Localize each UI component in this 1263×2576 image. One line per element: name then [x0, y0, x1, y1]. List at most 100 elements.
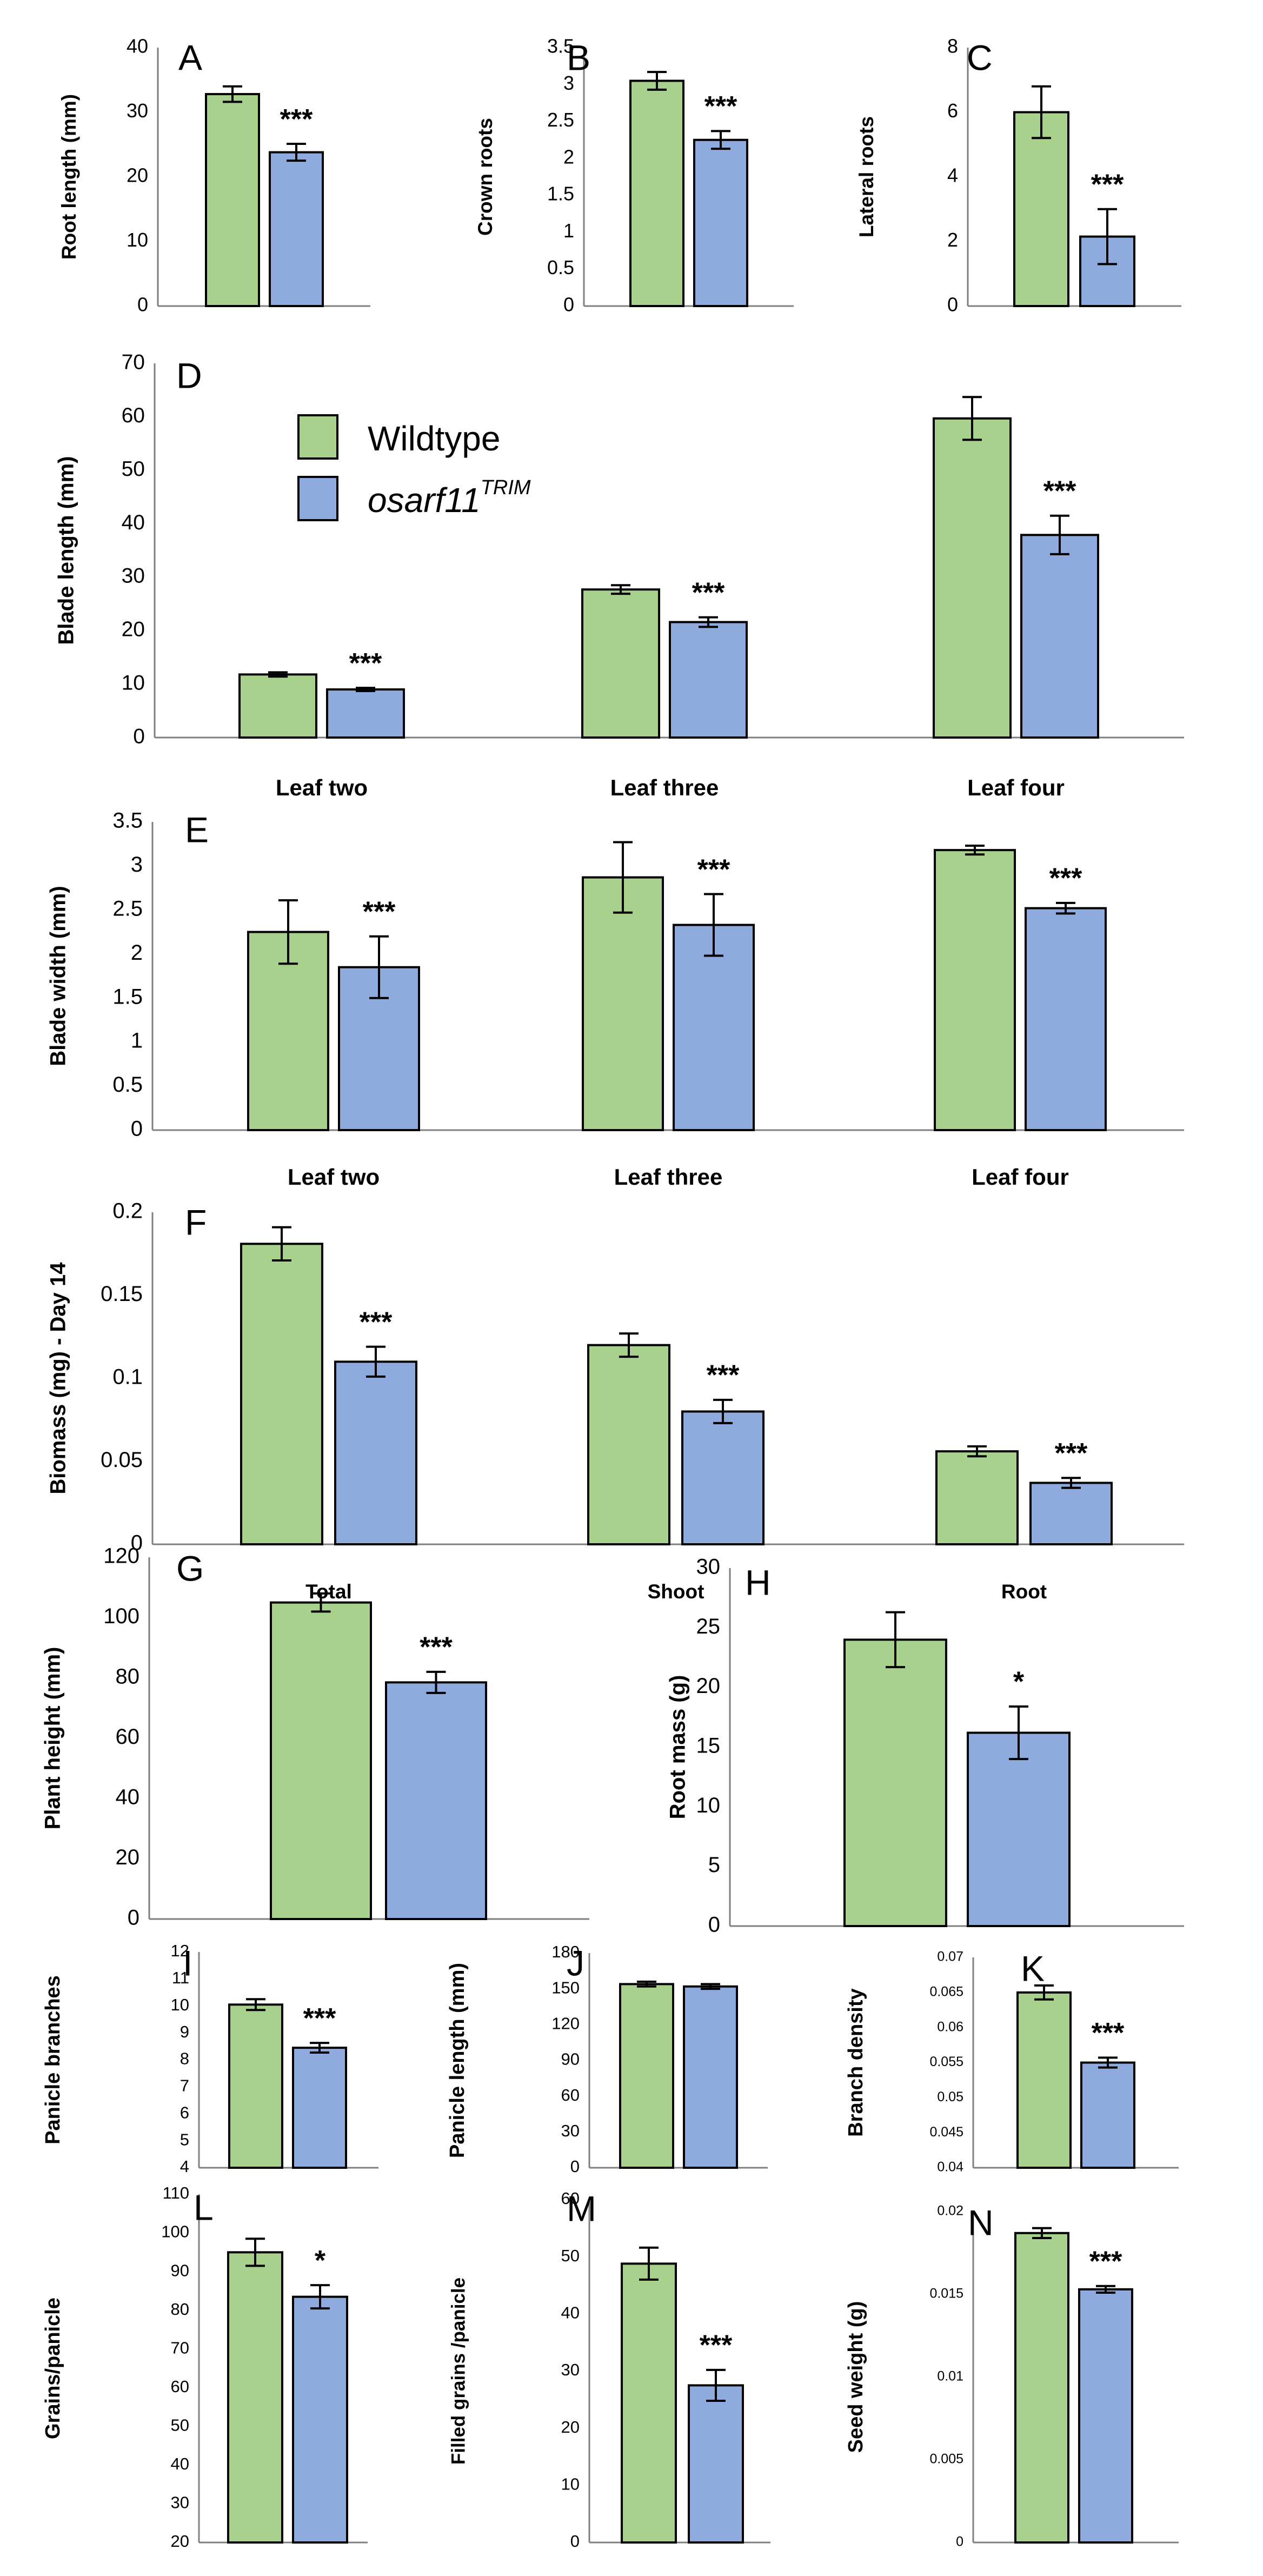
y-tick-label: 60 — [116, 1725, 140, 1749]
y-axis-label: Lateral roots — [855, 116, 878, 237]
y-tick-label: 1.5 — [547, 183, 574, 205]
bar-mutant — [669, 621, 748, 739]
y-tick-label: 50 — [561, 2246, 580, 2265]
y-tick-label: 0.05 — [101, 1448, 143, 1472]
bar-wildtype — [1014, 2232, 1069, 2544]
y-tick-label: 6 — [947, 99, 958, 122]
significance-marker: *** — [1043, 475, 1076, 507]
y-tick-label: 50 — [122, 457, 145, 481]
category-label: Leaf four — [972, 1164, 1069, 1190]
y-tick-label: 90 — [171, 2261, 189, 2280]
bar-mutant — [688, 2384, 744, 2544]
y-tick-label: 30 — [561, 2360, 580, 2379]
bar-wildtype — [933, 417, 1012, 739]
y-tick-label: 0.1 — [112, 1365, 143, 1389]
bar-wildtype — [247, 931, 329, 1131]
panel-label: E — [185, 809, 209, 849]
y-axis-label: Panicle branches — [42, 1975, 64, 2145]
bar-wildtype — [205, 93, 260, 307]
panel-k: 0.04 0.045 0.05 0.055 0.06 0.065 0.07 Branch de… — [845, 1948, 1179, 2175]
y-tick-label: 0 — [570, 2157, 580, 2176]
bar-wildtype — [1013, 111, 1069, 307]
panel-label: B — [567, 37, 590, 77]
y-tick-label: 60 — [122, 404, 145, 427]
panel-label: I — [183, 1943, 192, 1983]
y-tick-label: 20 — [122, 618, 145, 641]
panel-label: C — [967, 37, 993, 77]
y-tick-label: 0 — [131, 1117, 143, 1141]
panel-label: F — [185, 1202, 207, 1242]
y-tick-label: 120 — [551, 2014, 580, 2033]
y-axis-label: Root mass (g) — [666, 1675, 690, 1820]
significance-marker: *** — [363, 896, 396, 927]
category-label: Total — [305, 1581, 352, 1603]
y-tick-label: 40 — [127, 35, 148, 57]
y-tick-label: 6 — [180, 2103, 189, 2122]
y-tick-label: 20 — [171, 2532, 189, 2551]
y-tick-label: 15 — [696, 1734, 721, 1758]
y-tick-label: 40 — [561, 2303, 580, 2322]
bar-mutant — [334, 1360, 417, 1546]
panel-label: K — [1021, 1948, 1045, 1988]
y-tick-label: 0.06 — [937, 2019, 963, 2034]
y-tick-label: 0 — [563, 294, 574, 316]
y-tick-label: 25 — [696, 1615, 721, 1638]
y-axis-label: Grains/panicle — [42, 2298, 64, 2439]
y-tick-label: 40 — [171, 2454, 189, 2473]
panel-a: 0 10 20 30 40 Root length (mm) A *** — [58, 35, 370, 316]
bar-mutant — [292, 2295, 348, 2544]
y-axis-label: Crown roots — [474, 118, 496, 236]
significance-marker: *** — [1049, 863, 1082, 894]
panel-e: 0 0.5 1 1.5 2 2.5 3 3.5 Blade width (mm) E *** Leaf… — [46, 809, 1184, 1190]
y-tick-label: 0.01 — [937, 2369, 963, 2384]
panel-label: N — [968, 2202, 994, 2242]
bar-wildtype — [582, 876, 664, 1131]
y-tick-label: 60 — [561, 2086, 580, 2104]
bar-wildtype — [227, 2251, 283, 2544]
legend-label-text: Wildtype — [368, 419, 500, 458]
bar-wildtype — [1016, 1991, 1072, 2169]
y-tick-label: 30 — [171, 2493, 189, 2512]
y-tick-label: 4 — [180, 2157, 189, 2176]
y-tick-label: 20 — [696, 1674, 721, 1698]
y-tick-label: 0.02 — [937, 2203, 963, 2219]
panel-b: 0 0.5 1 1.5 2 2.5 3 3.5 Crown roots B *** — [474, 35, 794, 316]
significance-marker: *** — [360, 1306, 393, 1338]
y-tick-label: 0.055 — [929, 2054, 963, 2069]
y-tick-label: 80 — [116, 1665, 140, 1689]
panel-l: 20 30 40 50 60 70 80 90 100 110 Grains/panicle L * — [42, 2183, 368, 2551]
y-tick-label: 0 — [133, 725, 145, 748]
bar-mutant — [1020, 534, 1099, 739]
y-axis-label: Panicle length (mm) — [446, 1963, 469, 2158]
y-axis-label: Plant height (mm) — [41, 1647, 65, 1830]
y-tick-label: 50 — [171, 2416, 189, 2435]
panel-c: 0 2 4 6 8 Lateral roots C *** — [855, 35, 1181, 316]
y-axis-label: Filled grains /panicle — [448, 2278, 469, 2465]
y-tick-label: 0 — [708, 1913, 720, 1937]
bar-wildtype — [228, 2003, 283, 2169]
bar-wildtype — [621, 2262, 677, 2544]
panel-label: M — [567, 2188, 596, 2228]
y-tick-label: 0 — [956, 2534, 963, 2550]
y-axis-label: Blade width (mm) — [46, 886, 70, 1066]
y-tick-label: 0.5 — [112, 1073, 143, 1097]
y-tick-label: 40 — [116, 1785, 140, 1809]
y-tick-label: 10 — [561, 2475, 580, 2494]
y-tick-label: 0 — [128, 1906, 139, 1930]
y-axis-label: Seed weight (g) — [845, 2301, 867, 2453]
bar-wildtype — [934, 849, 1016, 1131]
bar-wildtype — [587, 1344, 670, 1546]
y-tick-label: 3 — [563, 72, 574, 94]
bar-mutant — [385, 1681, 487, 1921]
y-tick-label: 10 — [171, 1995, 189, 2014]
significance-marker: *** — [704, 91, 737, 122]
y-tick-label: 2 — [563, 145, 574, 168]
bar-mutant — [967, 1731, 1071, 1928]
bar-mutant — [681, 1410, 765, 1545]
y-tick-label: 0.07 — [937, 1949, 963, 1964]
significance-marker: * — [315, 2245, 326, 2276]
panel-i: 4 5 6 7 8 9 10 11 12 Panicle branches I *** — [42, 1941, 378, 2176]
y-tick-label: 8 — [947, 35, 958, 57]
y-tick-label: 0 — [131, 1531, 143, 1555]
y-tick-label: 100 — [161, 2222, 189, 2241]
